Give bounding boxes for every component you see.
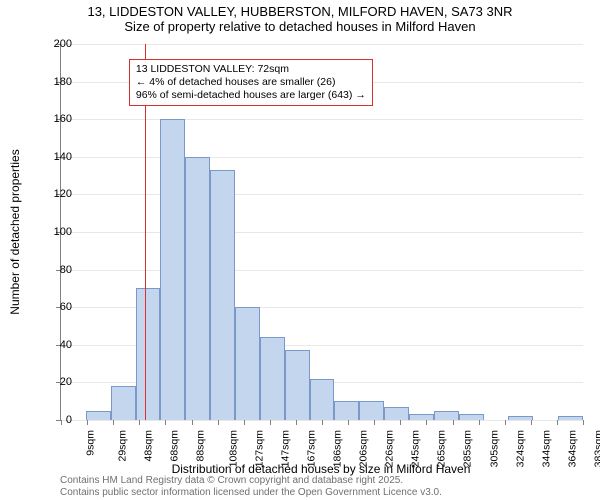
histogram-bar — [285, 350, 310, 420]
callout-line3: 96% of semi-detached houses are larger (… — [136, 89, 366, 102]
xtick-mark — [113, 420, 114, 425]
xtick-mark — [531, 420, 532, 425]
xtick-mark — [218, 420, 219, 425]
histogram-bar — [136, 288, 161, 420]
ytick-label: 140 — [32, 151, 72, 163]
ytick-label: 60 — [32, 301, 72, 313]
xtick-mark — [348, 420, 349, 425]
histogram-bar — [359, 401, 384, 420]
ytick-label: 120 — [32, 188, 72, 200]
gridline — [61, 119, 583, 120]
xtick-mark — [244, 420, 245, 425]
title-address: 13, LIDDESTON VALLEY, HUBBERSTON, MILFOR… — [0, 4, 600, 19]
xtick-mark — [453, 420, 454, 425]
ytick-label: 200 — [32, 38, 72, 50]
xtick-mark — [87, 420, 88, 425]
histogram-chart: 13, LIDDESTON VALLEY, HUBBERSTON, MILFOR… — [0, 0, 600, 500]
title-subtitle: Size of property relative to detached ho… — [0, 19, 600, 34]
callout-line1: 13 LIDDESTON VALLEY: 72sqm — [136, 63, 366, 76]
histogram-bar — [459, 414, 484, 420]
gridline — [61, 194, 583, 195]
xtick-label: 29sqm — [117, 430, 129, 462]
histogram-bar — [210, 170, 235, 420]
histogram-bar — [409, 414, 434, 420]
xtick-mark — [583, 420, 584, 425]
histogram-bar — [160, 119, 185, 420]
x-axis-label: Distribution of detached houses by size … — [60, 462, 582, 476]
footnote-line1: Contains HM Land Registry data © Crown c… — [60, 475, 442, 487]
xtick-mark — [322, 420, 323, 425]
xtick-mark — [270, 420, 271, 425]
callout-box: 13 LIDDESTON VALLEY: 72sqm← 4% of detach… — [129, 59, 373, 106]
ytick-label: 160 — [32, 113, 72, 125]
gridline — [61, 232, 583, 233]
histogram-bar — [384, 407, 409, 420]
callout-line2: ← 4% of detached houses are smaller (26) — [136, 76, 366, 89]
xtick-label: 88sqm — [195, 430, 207, 462]
ytick-label: 80 — [32, 264, 72, 276]
plot-area: 9sqm29sqm48sqm68sqm88sqm108sqm127sqm147s… — [60, 44, 583, 421]
ytick-label: 20 — [32, 376, 72, 388]
xtick-mark — [165, 420, 166, 425]
gridline — [61, 44, 583, 45]
xtick-mark — [374, 420, 375, 425]
gridline — [61, 270, 583, 271]
histogram-bar — [434, 411, 459, 420]
histogram-bar — [86, 411, 111, 420]
xtick-mark — [557, 420, 558, 425]
xtick-label: 9sqm — [85, 430, 97, 456]
gridline — [61, 157, 583, 158]
histogram-bar — [310, 379, 335, 420]
ytick-label: 180 — [32, 76, 72, 88]
xtick-mark — [192, 420, 193, 425]
xtick-mark — [400, 420, 401, 425]
xtick-mark — [505, 420, 506, 425]
histogram-bar — [508, 416, 533, 420]
histogram-bar — [235, 307, 260, 420]
histogram-bar — [111, 386, 136, 420]
ytick-label: 40 — [32, 339, 72, 351]
y-axis-label: Number of detached properties — [8, 149, 22, 314]
ytick-label: 0 — [32, 414, 72, 426]
xtick-mark — [479, 420, 480, 425]
histogram-bar — [260, 337, 285, 420]
xtick-label: 48sqm — [143, 430, 155, 462]
footnote-line2: Contains public sector information licen… — [60, 487, 442, 499]
ytick-label: 100 — [32, 226, 72, 238]
xtick-mark — [426, 420, 427, 425]
xtick-mark — [296, 420, 297, 425]
histogram-bar — [558, 416, 583, 420]
xtick-label: 68sqm — [169, 430, 181, 462]
xtick-label: 383sqm — [592, 430, 600, 467]
xtick-mark — [139, 420, 140, 425]
footnote: Contains HM Land Registry data © Crown c… — [60, 475, 442, 498]
histogram-bar — [334, 401, 359, 420]
histogram-bar — [185, 157, 210, 420]
chart-title: 13, LIDDESTON VALLEY, HUBBERSTON, MILFOR… — [0, 4, 600, 34]
